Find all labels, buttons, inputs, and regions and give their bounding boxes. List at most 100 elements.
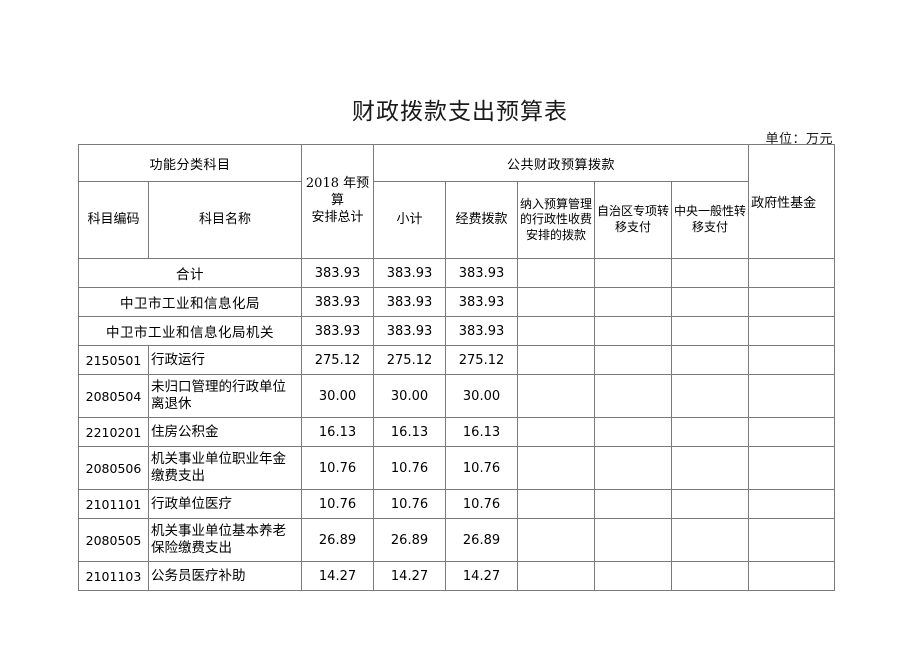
cell-autonomous-region-transfer bbox=[594, 374, 673, 418]
table-row: 合计 383.93 383.93 383.93 bbox=[77, 258, 836, 288]
header-col-admin-fee-appropriation: 纳入预算管理 的行政性收费 安排的拨款 bbox=[517, 181, 596, 259]
cell-funding-appropriation: 26.89 bbox=[445, 518, 519, 562]
table-row: 2101103 公务员医疗补助 14.27 14.27 14.27 bbox=[78, 561, 836, 591]
cell-subject-name: 公务员医疗补助 bbox=[147, 561, 303, 591]
cell-central-general-transfer bbox=[671, 287, 750, 317]
cell-autonomous-region-transfer bbox=[594, 287, 673, 317]
header-row-columns: 科目编码 科目名称 小计 经费拨款 纳入预算管理 的行政性收费 安排的拨款 自治… bbox=[78, 181, 835, 259]
header-col-funding-appropriation: 经费拨款 bbox=[445, 181, 519, 259]
page-title: 财政拨款支出预算表 bbox=[352, 99, 568, 125]
header-group-function-classification: 功能分类科目 bbox=[77, 144, 303, 182]
table-row: 2080504 未归口管理的行政单位离退休 30.00 30.00 30.00 bbox=[78, 374, 836, 418]
cell-subtotal: 383.93 bbox=[373, 316, 447, 346]
cell-central-general-transfer bbox=[671, 258, 750, 288]
cell-government-fund bbox=[748, 446, 836, 490]
cell-total-2018: 30.00 bbox=[301, 374, 375, 418]
cell-admin-fee-appropriation bbox=[517, 417, 596, 447]
header-col-total-2018: 2018 年预算 安排总计 bbox=[301, 144, 375, 259]
cell-funding-appropriation: 10.76 bbox=[445, 446, 519, 490]
header-row-groups: 功能分类科目 2018 年预算 安排总计 公共财政预算拨款 政府性基金 bbox=[77, 144, 836, 259]
cell-government-fund bbox=[748, 489, 836, 519]
cell-government-fund bbox=[748, 374, 836, 418]
budget-table-container: 功能分类科目 2018 年预算 安排总计 公共财政预算拨款 政府性基金 科目编码… bbox=[77, 144, 836, 591]
cell-subtotal: 14.27 bbox=[373, 561, 447, 591]
cell-subject-name: 住房公积金 bbox=[147, 417, 303, 447]
cell-admin-fee-appropriation bbox=[517, 561, 596, 591]
cell-government-fund bbox=[748, 561, 836, 591]
table-row: 2080505 机关事业单位基本养老保险缴费支出 26.89 26.89 26.89 bbox=[78, 518, 836, 562]
cell-admin-fee-appropriation bbox=[517, 316, 596, 346]
cell-subtotal: 275.12 bbox=[373, 345, 447, 375]
cell-government-fund bbox=[748, 518, 836, 562]
table-row: 2101101 行政单位医疗 10.76 10.76 10.76 bbox=[78, 489, 836, 519]
cell-government-fund bbox=[748, 316, 836, 346]
cell-total-2018: 383.93 bbox=[301, 287, 375, 317]
cell-subject-label: 中卫市工业和信息化局 bbox=[77, 287, 303, 317]
cell-central-general-transfer bbox=[671, 489, 750, 519]
cell-subtotal: 30.00 bbox=[373, 374, 447, 418]
cell-total-2018: 16.13 bbox=[301, 417, 375, 447]
header-col-admin-fee-line3: 安排的拨款 bbox=[526, 227, 587, 242]
cell-subject-name: 行政单位医疗 bbox=[147, 489, 303, 519]
header-col-autonomous-region-special-transfer: 自治区专项转 移支付 bbox=[594, 181, 673, 259]
cell-government-fund bbox=[748, 345, 836, 375]
cell-autonomous-region-transfer bbox=[594, 446, 673, 490]
cell-subject-name: 未归口管理的行政单位离退休 bbox=[147, 374, 303, 418]
cell-subtotal: 383.93 bbox=[373, 258, 447, 288]
cell-subtotal: 10.76 bbox=[373, 446, 447, 490]
cell-funding-appropriation: 383.93 bbox=[445, 316, 519, 346]
header-col-central-line2: 移支付 bbox=[692, 220, 729, 234]
cell-admin-fee-appropriation bbox=[517, 374, 596, 418]
table-row: 2150501 行政运行 275.12 275.12 275.12 bbox=[78, 345, 836, 375]
cell-subject-label: 合计 bbox=[77, 258, 303, 288]
header-col-admin-fee-line1: 纳入预算管理 bbox=[520, 196, 593, 211]
cell-subject-code: 2101103 bbox=[78, 561, 149, 591]
header-group-public-finance-appropriation: 公共财政预算拨款 bbox=[373, 144, 750, 182]
cell-autonomous-region-transfer bbox=[594, 316, 673, 346]
cell-admin-fee-appropriation bbox=[517, 518, 596, 562]
cell-central-general-transfer bbox=[671, 417, 750, 447]
cell-admin-fee-appropriation bbox=[517, 489, 596, 519]
table-row: 中卫市工业和信息化局机关 383.93 383.93 383.93 bbox=[77, 316, 836, 346]
cell-total-2018: 383.93 bbox=[301, 316, 375, 346]
cell-autonomous-region-transfer bbox=[594, 561, 673, 591]
cell-funding-appropriation: 16.13 bbox=[445, 417, 519, 447]
header-col-admin-fee-line2: 的行政性收费 bbox=[520, 212, 593, 227]
cell-central-general-transfer bbox=[671, 374, 750, 418]
cell-total-2018: 383.93 bbox=[301, 258, 375, 288]
budget-table: 功能分类科目 2018 年预算 安排总计 公共财政预算拨款 政府性基金 科目编码… bbox=[77, 144, 836, 591]
cell-central-general-transfer bbox=[671, 316, 750, 346]
header-col-subject-name: 科目名称 bbox=[147, 181, 303, 259]
cell-central-general-transfer bbox=[671, 345, 750, 375]
cell-government-fund bbox=[748, 258, 836, 288]
unit-note: 单位：万元 bbox=[765, 132, 833, 147]
header-col-total-2018-line1: 2018 年预算 bbox=[305, 176, 370, 209]
header-col-autonomous-line2: 移支付 bbox=[615, 220, 652, 234]
cell-subject-label: 中卫市工业和信息化局机关 bbox=[77, 316, 303, 346]
cell-total-2018: 10.76 bbox=[301, 489, 375, 519]
cell-subject-code: 2080504 bbox=[78, 374, 149, 418]
cell-central-general-transfer bbox=[671, 518, 750, 562]
cell-funding-appropriation: 10.76 bbox=[445, 489, 519, 519]
cell-autonomous-region-transfer bbox=[594, 489, 673, 519]
cell-funding-appropriation: 275.12 bbox=[445, 345, 519, 375]
cell-autonomous-region-transfer bbox=[594, 345, 673, 375]
cell-total-2018: 275.12 bbox=[301, 345, 375, 375]
cell-admin-fee-appropriation bbox=[517, 287, 596, 317]
cell-autonomous-region-transfer bbox=[594, 258, 673, 288]
cell-subtotal: 26.89 bbox=[373, 518, 447, 562]
cell-subtotal: 10.76 bbox=[373, 489, 447, 519]
cell-total-2018: 10.76 bbox=[301, 446, 375, 490]
table-row: 2080506 机关事业单位职业年金缴费支出 10.76 10.76 10.76 bbox=[78, 446, 836, 490]
cell-total-2018: 14.27 bbox=[301, 561, 375, 591]
cell-subject-name: 行政运行 bbox=[147, 345, 303, 375]
cell-subtotal: 383.93 bbox=[373, 287, 447, 317]
cell-autonomous-region-transfer bbox=[594, 518, 673, 562]
cell-central-general-transfer bbox=[671, 446, 750, 490]
table-header: 功能分类科目 2018 年预算 安排总计 公共财政预算拨款 政府性基金 科目编码… bbox=[77, 144, 836, 259]
cell-subject-code: 2101101 bbox=[78, 489, 149, 519]
cell-funding-appropriation: 383.93 bbox=[445, 287, 519, 317]
cell-funding-appropriation: 30.00 bbox=[445, 374, 519, 418]
cell-funding-appropriation: 383.93 bbox=[445, 258, 519, 288]
